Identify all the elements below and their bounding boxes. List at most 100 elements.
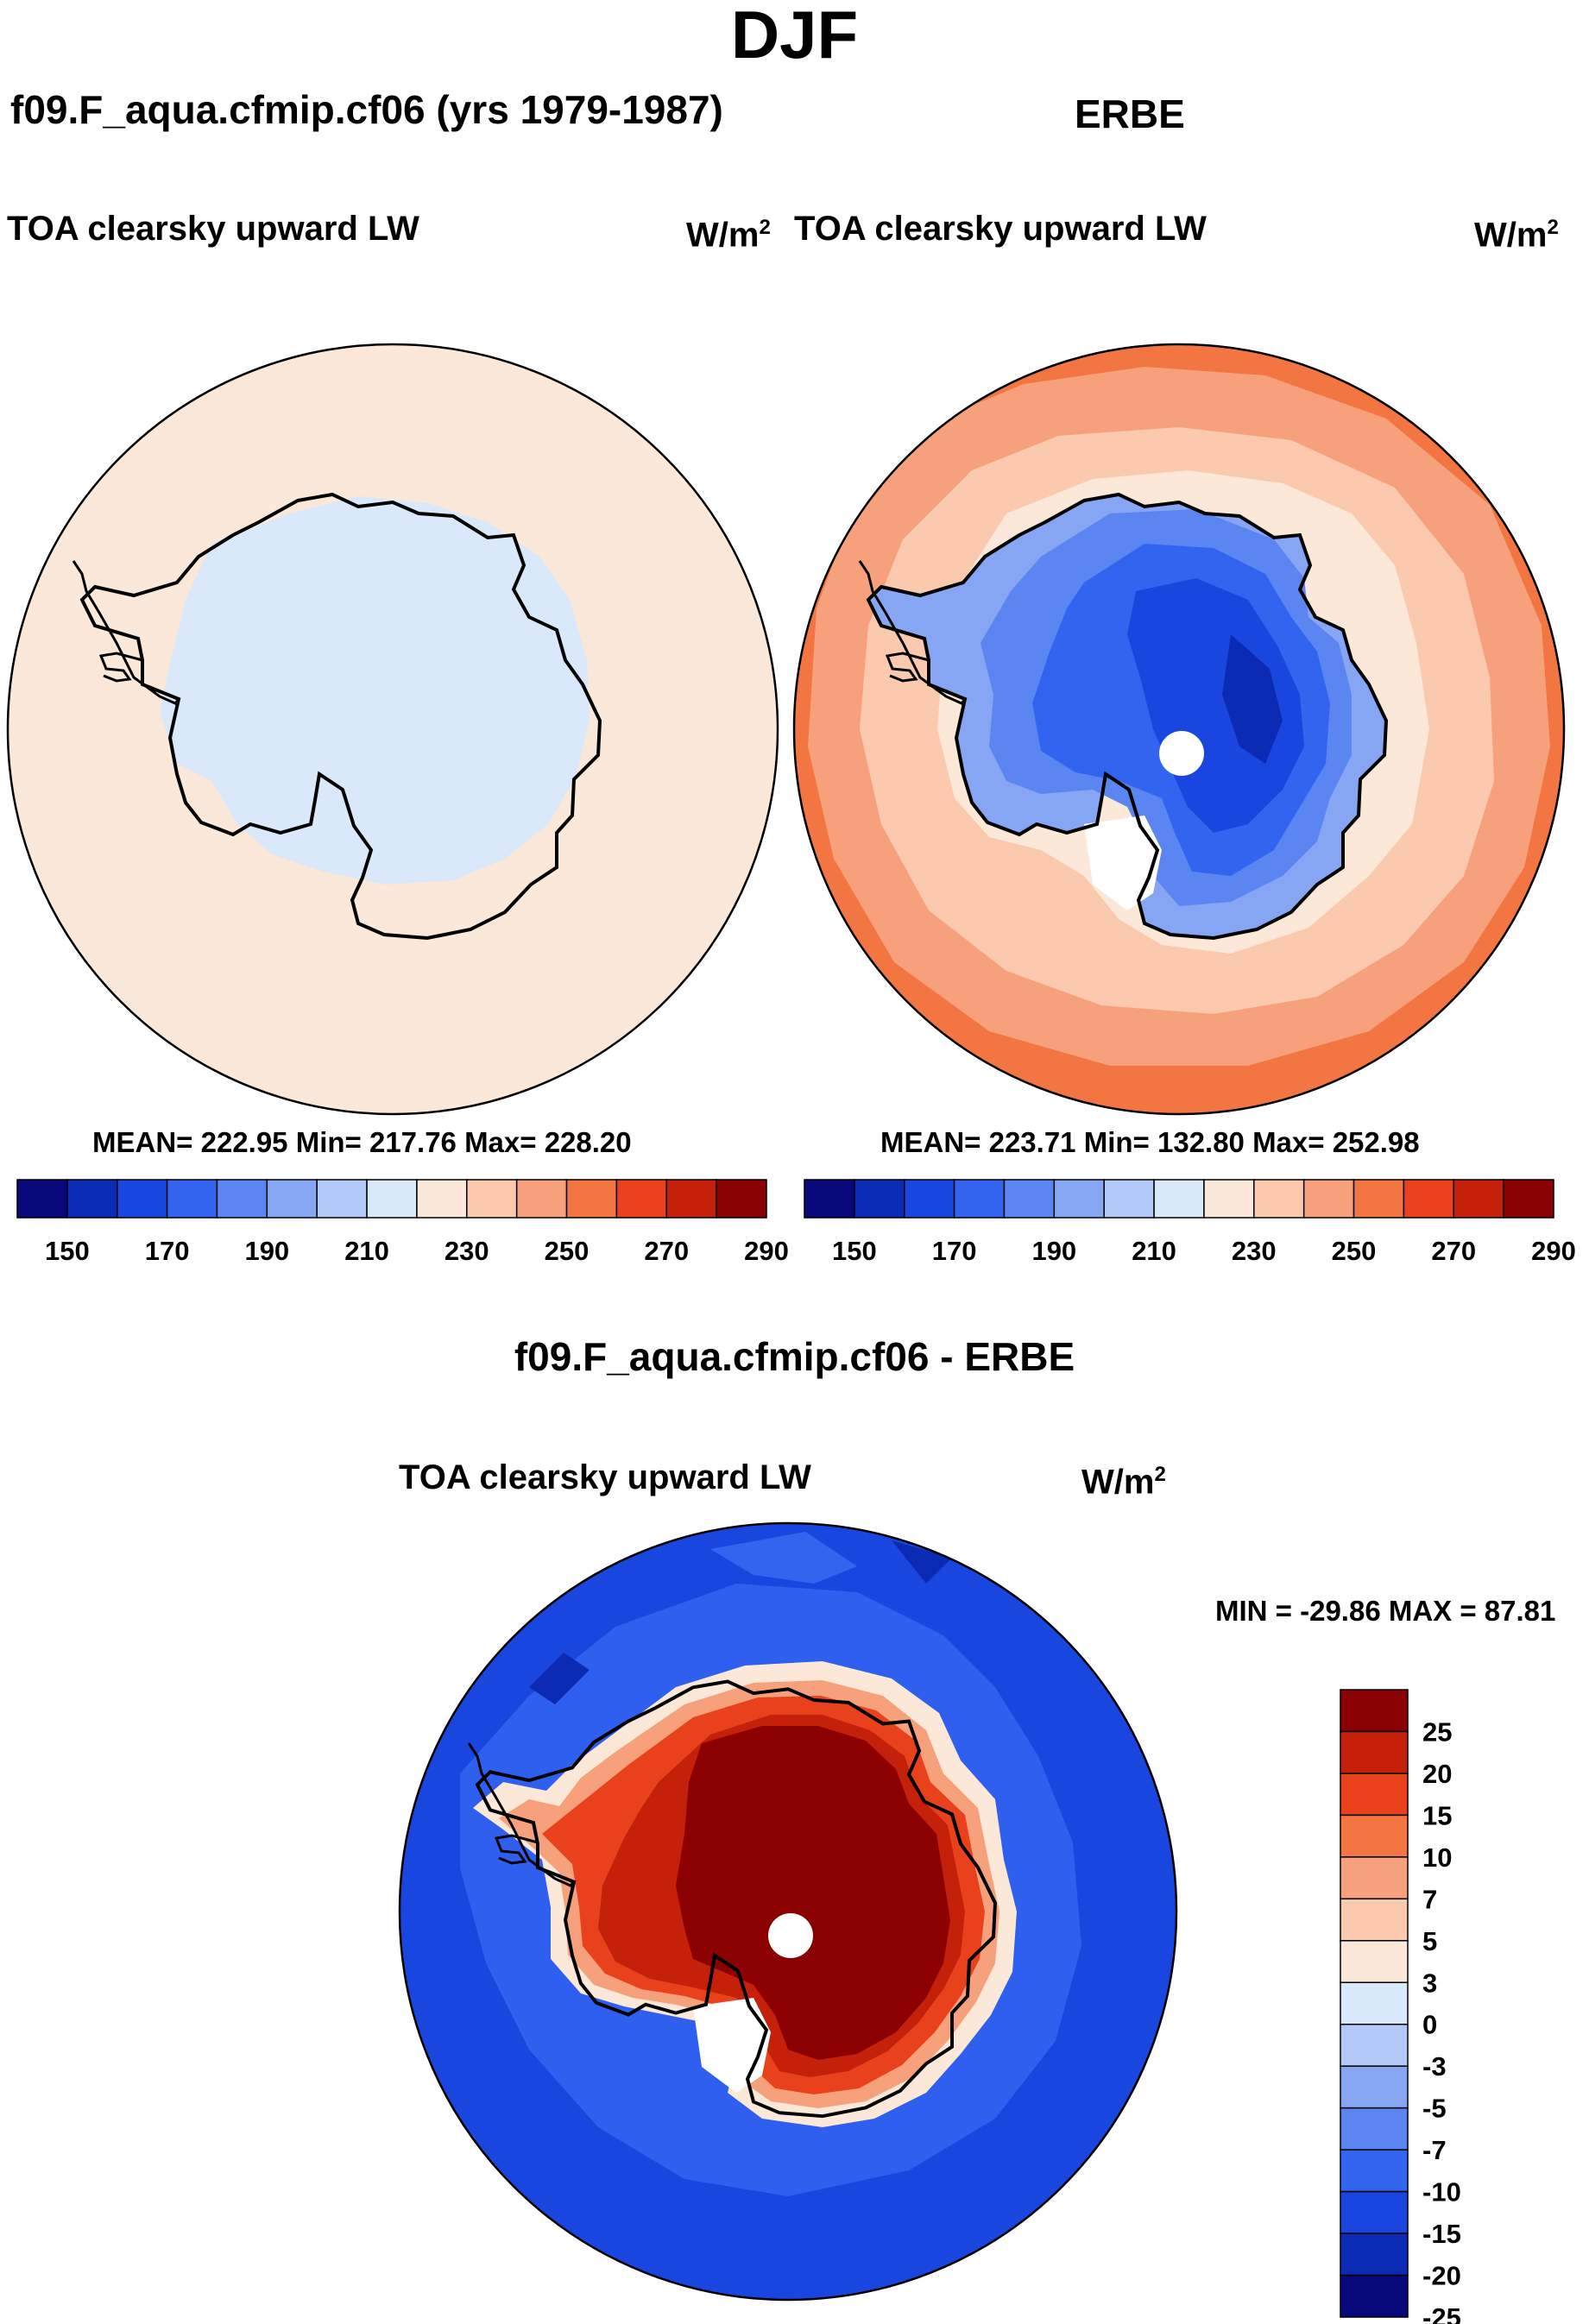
panel1-stats: MEAN= 222.95 Min= 217.76 Max= 228.20 [92,1126,632,1158]
panel2-unit: W/m2 [1474,216,1559,255]
panel3-colorbar-swatch [1340,2233,1409,2277]
panel3-colorbar-tick-label: 3 [1422,1968,1437,1998]
panel2-colorbar-swatch [1003,1179,1056,1219]
panel2-colorbar-swatch [1203,1179,1255,1219]
panel3-colorbar-swatch [1340,1856,1409,1900]
panel2-colorbar-swatch [903,1179,955,1219]
panel3-colorbar-tick-label: 5 [1422,1926,1437,1956]
panel1-colorbar-tick-label: 290 [744,1236,789,1266]
panel1-colorbar-swatch [466,1179,518,1219]
panel3-colorbar-tick-label: 20 [1422,1759,1452,1789]
panel1-cold-region [160,496,590,885]
panel2-title: ERBE [1075,91,1185,136]
panel3-colorbar-tick-label: -5 [1422,2094,1447,2124]
panel1-colorbar: 150 170 190 210 230 250 270 290 [16,1179,789,1266]
panel3-colorbar-tick-label: -15 [1422,2219,1461,2249]
panel3-stats: MIN = -29.86 MAX = 87.81 [1215,1595,1556,1627]
panel1-colorbar-swatch [615,1179,668,1219]
panel3-colorbar-swatch [1340,1773,1409,1817]
panel1-title: f09.F_aqua.cfmip.cf06 (yrs 1979-1987) [10,87,723,132]
panel3-colorbar-tick-label: -7 [1422,2135,1447,2165]
panel2-colorbar-tick-label: 190 [1031,1236,1076,1266]
panel1-boundary [6,343,779,1116]
panel3-colorbar-swatch [1340,2065,1409,2109]
panel3-colorbar-swatch [1340,1981,1409,2025]
panel3-colorbar-tick-label: 25 [1422,1716,1452,1747]
panel1-colorbar-swatch [166,1179,218,1219]
panel2-colorbar-swatch [1302,1179,1355,1219]
panel1-colorbar-swatch [66,1179,118,1219]
panel2-colorbar-tick-label: 290 [1531,1236,1576,1266]
panel2-colorbar: 150 170 190 210 230 250 270 290 [804,1179,1576,1266]
panel1-colorbar-swatch [565,1179,618,1219]
panel1-colorbar-tick-label: 250 [545,1236,590,1266]
panel1-colorbar-swatch [716,1179,767,1219]
panel3-colorbar-swatch [1340,1940,1409,1984]
panel3-colorbar-tick-label: 15 [1422,1800,1452,1830]
panel3-map [398,1521,1178,2302]
season-title: DJF [730,0,859,72]
panel2-colorbar-swatch [1153,1179,1205,1219]
panel3-colorbar-swatch [1340,1814,1409,1858]
panel3-colorbar-tick-label: 7 [1422,1884,1437,1914]
panel3-boundary [398,1521,1178,2302]
panel2-colorbar-swatch [1453,1179,1504,1219]
panel2-colorbar-tick-label: 210 [1132,1236,1176,1266]
panel3-colorbar-swatch [1340,1689,1409,1733]
panel2-colorbar-tick-label: 270 [1431,1236,1476,1266]
panel2-colorbar-tick-label: 230 [1232,1236,1277,1266]
panel2-colorbar-tick-label: 250 [1332,1236,1377,1266]
panel3-colorbar-swatch [1340,2274,1409,2318]
panel2-colorbar-swatch [1053,1179,1105,1219]
panel2-colorbar-tick-label: 170 [932,1236,977,1266]
panel3-colorbar-swatch [1340,2149,1409,2193]
panel1-colorbar-swatch [216,1179,268,1219]
difference-title: f09.F_aqua.cfmip.cf06 - ERBE [514,1334,1075,1379]
panel2-colorbar-swatch [804,1179,855,1219]
panel3-colorbar: 25 20 15 10 7 5 3 0 -3 -5 -7 -10 -15 -20 -25 [1340,1689,1461,2324]
panel3-colorbar-tick-label: -3 [1422,2051,1447,2082]
panel2-colorbar-swatch [953,1179,1006,1219]
panel3-colorbar-tick-label: 10 [1422,1842,1452,1873]
panel1-colorbar-tick-label: 210 [344,1236,389,1266]
panel3-colorbar-tick-label: -20 [1422,2261,1461,2291]
panel3-colorbar-swatch [1340,2023,1409,2067]
panel2-colorbar-swatch [1103,1179,1155,1219]
panel3-colorbar-tick-label: -10 [1422,2177,1461,2207]
panel2-colorbar-swatch [854,1179,905,1219]
panel1-colorbar-swatch [266,1179,318,1219]
panel2-field-label: TOA clearsky upward LW [794,210,1207,248]
panel3-colorbar-swatch [1340,1898,1409,1942]
panel1-colorbar-swatch [316,1179,368,1219]
panel1-map [6,343,779,1116]
panel1-colorbar-swatch [665,1179,717,1219]
panel2-colorbar-swatch [1253,1179,1305,1219]
panel2-colorbar-swatch [1403,1179,1455,1219]
panel1-unit: W/m2 [686,216,771,255]
panel3-colorbar-swatch [1340,2190,1409,2234]
panel3-colorbar-swatch [1340,1730,1409,1774]
panel1-colorbar-tick-label: 190 [244,1236,289,1266]
panel3-unit: W/m2 [1081,1463,1166,1502]
panel2-boundary [792,343,1566,1116]
panel2-colorbar-swatch [1503,1179,1554,1219]
panel3-colorbar-swatch [1340,2107,1409,2151]
panel2-colorbar-tick-label: 150 [832,1236,877,1266]
panel1-colorbar-swatch [116,1179,168,1219]
panel1-colorbar-swatch [515,1179,568,1219]
panel2-missing-data [1084,816,1162,910]
panel2-pole-hole [1159,731,1204,776]
panel3-pole-hole [768,1913,813,1958]
panel1-colorbar-tick-label: 170 [145,1236,190,1266]
panel2-map [792,343,1566,1116]
panel2-colorbar-swatch [1353,1179,1405,1219]
panel1-colorbar-swatch [416,1179,468,1219]
panel1-colorbar-tick-label: 150 [45,1236,90,1266]
panel1-colorbar-tick-label: 270 [644,1236,689,1266]
panel3-ring-6 [676,1726,950,2060]
panel1-field-label: TOA clearsky upward LW [7,210,419,248]
panel2-stats: MEAN= 223.71 Min= 132.80 Max= 252.98 [880,1126,1420,1158]
panel3-colorbar-tick-label: -25 [1422,2302,1461,2324]
panel3-field-label: TOA clearsky upward LW [399,1458,811,1496]
